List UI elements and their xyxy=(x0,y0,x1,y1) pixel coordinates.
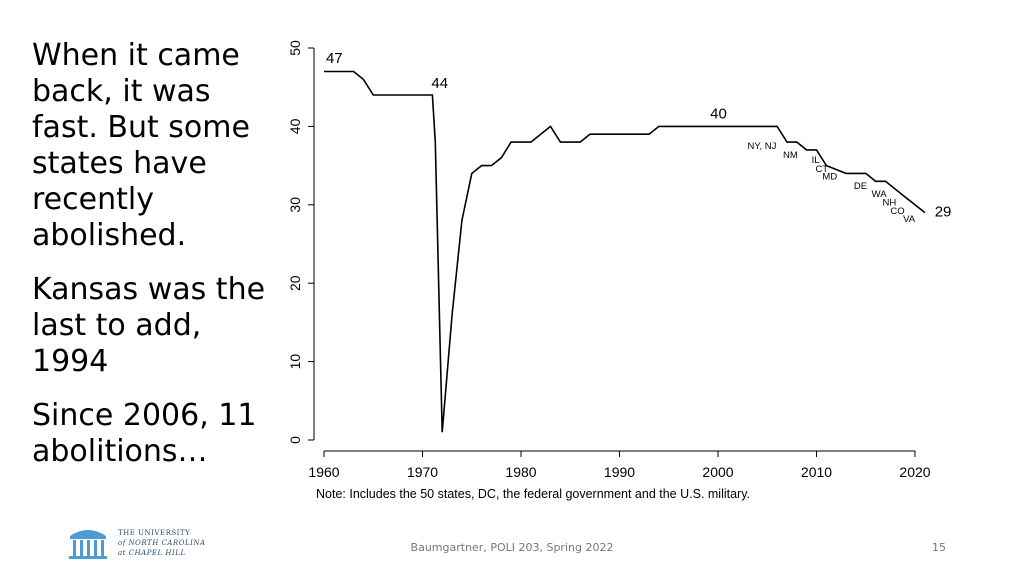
logo-line-3: at CHAPEL HILL xyxy=(118,549,186,557)
x-tick-label: 1960 xyxy=(308,464,339,480)
annotation-label: MD xyxy=(822,172,837,183)
logo-line-1: THE UNIVERSITY xyxy=(118,529,191,537)
slide-paragraph-1: When it came back, it was fast. But some… xyxy=(32,38,250,253)
slide-paragraph-3: Since 2006, 11 abolitions… xyxy=(32,398,257,469)
footer-credit: Baumgartner, POLI 203, Spring 2022 xyxy=(410,541,614,554)
x-tick-label: 1970 xyxy=(407,464,438,480)
annotation-label: NY, NJ xyxy=(748,141,777,152)
annotation-label: NH xyxy=(882,198,896,209)
annotation-label: IL xyxy=(812,155,820,166)
y-tick-label: 0 xyxy=(287,436,303,444)
slide-body-text: When it came back, it was fast. But some… xyxy=(32,38,272,488)
annotation-label: NM xyxy=(783,150,798,161)
annotation-label: VA xyxy=(903,214,916,225)
annotation-label: 29 xyxy=(935,204,952,221)
annotation-label: CO xyxy=(890,206,904,217)
death-penalty-states-chart: 0 10 20 30 40 50 1960 1970 1980 1990 2000 2010 2020 4… xyxy=(287,40,952,501)
y-tick-label: 50 xyxy=(287,40,303,56)
y-tick-label: 40 xyxy=(287,118,303,134)
series-line xyxy=(324,70,926,433)
logo-line-2: of NORTH CAROLINA xyxy=(118,539,206,547)
annotation-label: 44 xyxy=(431,75,448,92)
annotation-label: WA xyxy=(872,189,888,200)
slide-paragraph-2: Kansas was the last to add, 1994 xyxy=(32,272,266,379)
chart-note: Note: Includes the 50 states, DC, the fe… xyxy=(316,487,750,501)
annotation-label: DE xyxy=(854,181,867,192)
page-number: 15 xyxy=(932,541,946,554)
annotation-label: CT xyxy=(816,164,829,175)
annotation-label: 40 xyxy=(710,106,727,123)
x-tick-label: 1980 xyxy=(505,464,536,480)
x-tick-label: 2010 xyxy=(801,464,832,480)
x-tick-label: 2020 xyxy=(899,464,930,480)
y-tick-label: 30 xyxy=(287,197,303,213)
x-tick-label: 1990 xyxy=(604,464,635,480)
old-well-icon xyxy=(69,530,107,559)
logo-wordmark: THE UNIVERSITY of NORTH CAROLINA at CHAP… xyxy=(118,528,206,558)
annotation-label: 47 xyxy=(326,50,343,67)
x-tick-label: 2000 xyxy=(702,464,733,480)
y-tick-label: 20 xyxy=(287,275,303,291)
university-logo: THE UNIVERSITY of NORTH CAROLINA at CHAP… xyxy=(66,522,256,566)
y-tick-label: 10 xyxy=(287,354,303,370)
